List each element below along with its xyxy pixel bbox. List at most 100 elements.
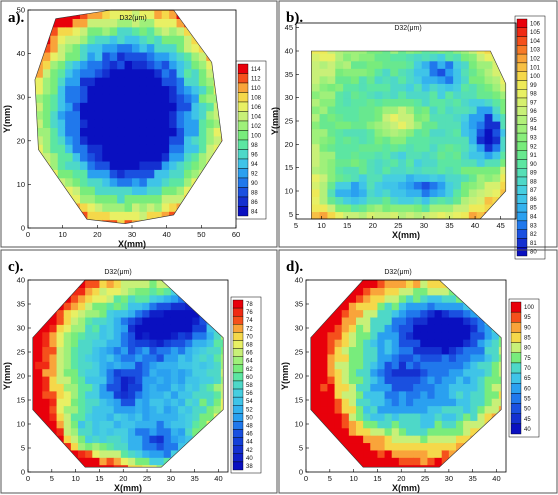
x-axis-label: X(mm) [392,230,420,240]
chart-title: D32(μm) [119,15,146,22]
legend-swatch [516,71,528,81]
y-axis-label: Y(mm) [280,362,290,390]
legend-swatch [232,429,244,438]
legend-swatch [232,340,244,349]
legend-label: 90 [251,181,258,187]
legend-label: 84 [530,215,537,221]
legend-swatch [232,324,244,333]
panel-letter: c). [8,259,24,275]
panel-letter: d). [286,259,303,275]
legend-label: 68 [246,343,253,349]
x-tick-label: 0 [26,474,30,483]
y-tick-label: 35 [285,70,293,79]
x-tick-label: 25 [143,474,151,483]
legend-swatch [516,168,528,178]
x-tick-label: 40 [214,474,222,483]
legend-swatch [516,62,528,72]
y-tick-label: 25 [295,348,303,357]
legend-label: 81 [530,241,537,247]
legend-swatch [232,413,244,422]
legend-label: 65 [524,376,531,382]
x-tick-label: 10 [349,474,357,483]
legend-label: 95 [524,315,531,321]
legend-label: 100 [251,133,262,139]
legend-swatch [232,453,244,463]
legend-label: 90 [530,162,537,168]
legend-label: 44 [246,440,253,446]
legend-label: 98 [251,143,258,149]
legend-swatch [237,101,249,112]
x-tick-label: 10 [58,230,66,239]
legend-swatch [510,332,522,343]
legend-swatch [232,332,244,341]
panel-frame [0,249,278,494]
x-tick-label: 20 [397,474,405,483]
y-tick-label: 35 [17,300,25,309]
legend-swatch [237,130,249,141]
legend-label: 96 [251,152,258,158]
legend-swatch [516,211,528,222]
x-tick-label: 50 [197,230,205,239]
legend-label: 94 [251,162,258,168]
legend-label: 38 [246,464,253,470]
legend-swatch [232,299,244,309]
chart-panel-2: 5 10 15 20 25 30 35 40 45 5 10 15 20 25 30 35 40 45 X(mm) Y… [270,0,558,260]
legend-swatch [232,437,244,446]
x-tick-label: 30 [128,230,136,239]
legend-label: 85 [530,206,537,212]
x-axis-label: X(mm) [114,483,142,493]
legend-label: 64 [246,359,253,365]
legend-label: 70 [246,334,253,340]
legend-label: 104 [251,114,262,120]
x-tick-label: 10 [317,221,325,230]
legend-label: 98 [530,92,537,98]
legend-label: 90 [524,325,531,331]
legend-label: 110 [251,86,261,92]
legend-label: 66 [246,351,253,357]
legend-label: 112 [251,76,261,82]
panel-frame [278,249,558,494]
y-tick-label: 40 [295,276,303,285]
legend-label: 96 [530,109,537,115]
legend-label: 105 [530,30,541,36]
legend-swatch [237,206,249,217]
y-tick-label: 30 [285,93,293,102]
y-axis-label: Y(mm) [270,107,280,135]
y-tick-label: 30 [17,93,25,102]
legend-swatch [237,111,249,122]
legend-label: 54 [246,399,253,405]
x-tick-label: 45 [496,221,504,230]
y-tick-label: 40 [17,276,25,285]
legend-swatch [510,393,522,404]
x-axis-label: X(mm) [392,483,420,493]
y-tick-label: 25 [17,348,25,357]
legend-label: 83 [530,223,537,229]
legend-label: 84 [251,209,258,215]
legend-swatch [237,63,249,74]
legend-swatch [237,168,249,179]
x-tick-label: 15 [343,221,351,230]
legend-swatch [510,423,522,435]
legend-frame [235,60,267,220]
legend-label: 100 [524,305,535,311]
legend-label: 86 [251,200,258,206]
legend-swatch [516,229,528,239]
legend-swatch [516,115,528,125]
legend-label: 91 [530,153,537,159]
x-tick-label: 0 [26,230,30,239]
x-tick-label: 5 [50,474,54,483]
y-tick-label: 15 [17,396,25,405]
chart-panel-3: 0 5 10 15 20 25 30 35 40 0 5 10 15 20 25 30 35 40 X(mm) Y(m… [0,249,278,494]
legend-swatch [516,185,528,195]
legend-label: 74 [246,318,253,324]
panel-letter: a). [8,10,24,26]
x-tick-label: 15 [95,474,103,483]
y-tick-label: 20 [295,372,303,381]
contour-field [32,280,224,468]
domain-outline [32,279,224,468]
y-tick-label: 15 [285,163,293,172]
legend-label: 88 [251,190,258,196]
legend-label: 50 [524,407,531,413]
chart-title: D32(μm) [104,269,131,276]
x-tick-label: 25 [394,221,402,230]
